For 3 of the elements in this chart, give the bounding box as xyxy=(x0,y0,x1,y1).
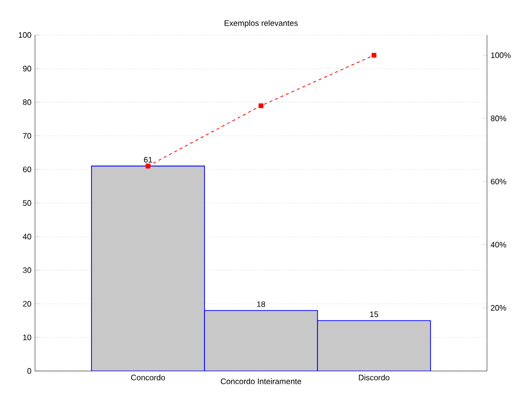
point xyxy=(372,52,376,58)
point xyxy=(146,164,150,168)
point xyxy=(258,103,264,108)
